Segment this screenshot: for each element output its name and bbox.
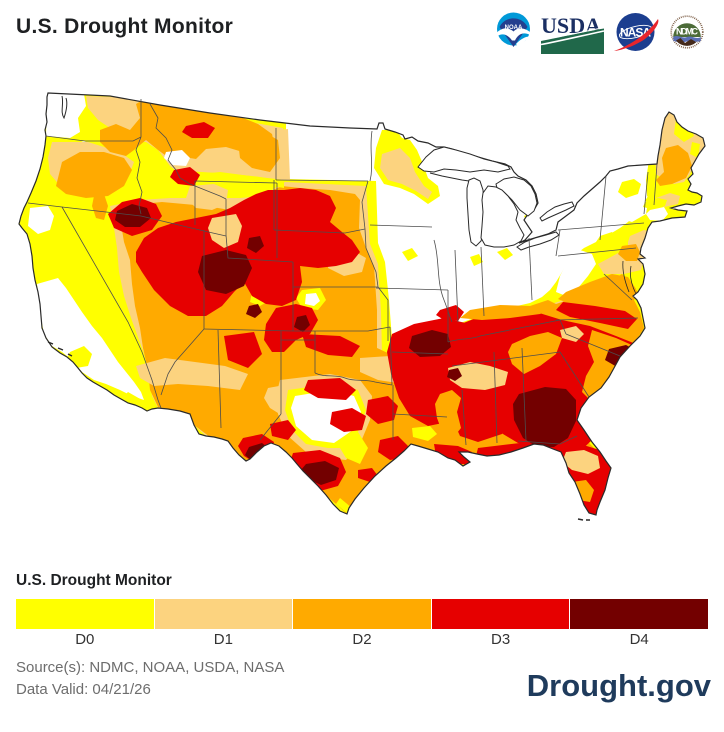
svg-text:NDMC: NDMC [676,27,699,37]
svg-text:NOAA: NOAA [505,25,523,31]
